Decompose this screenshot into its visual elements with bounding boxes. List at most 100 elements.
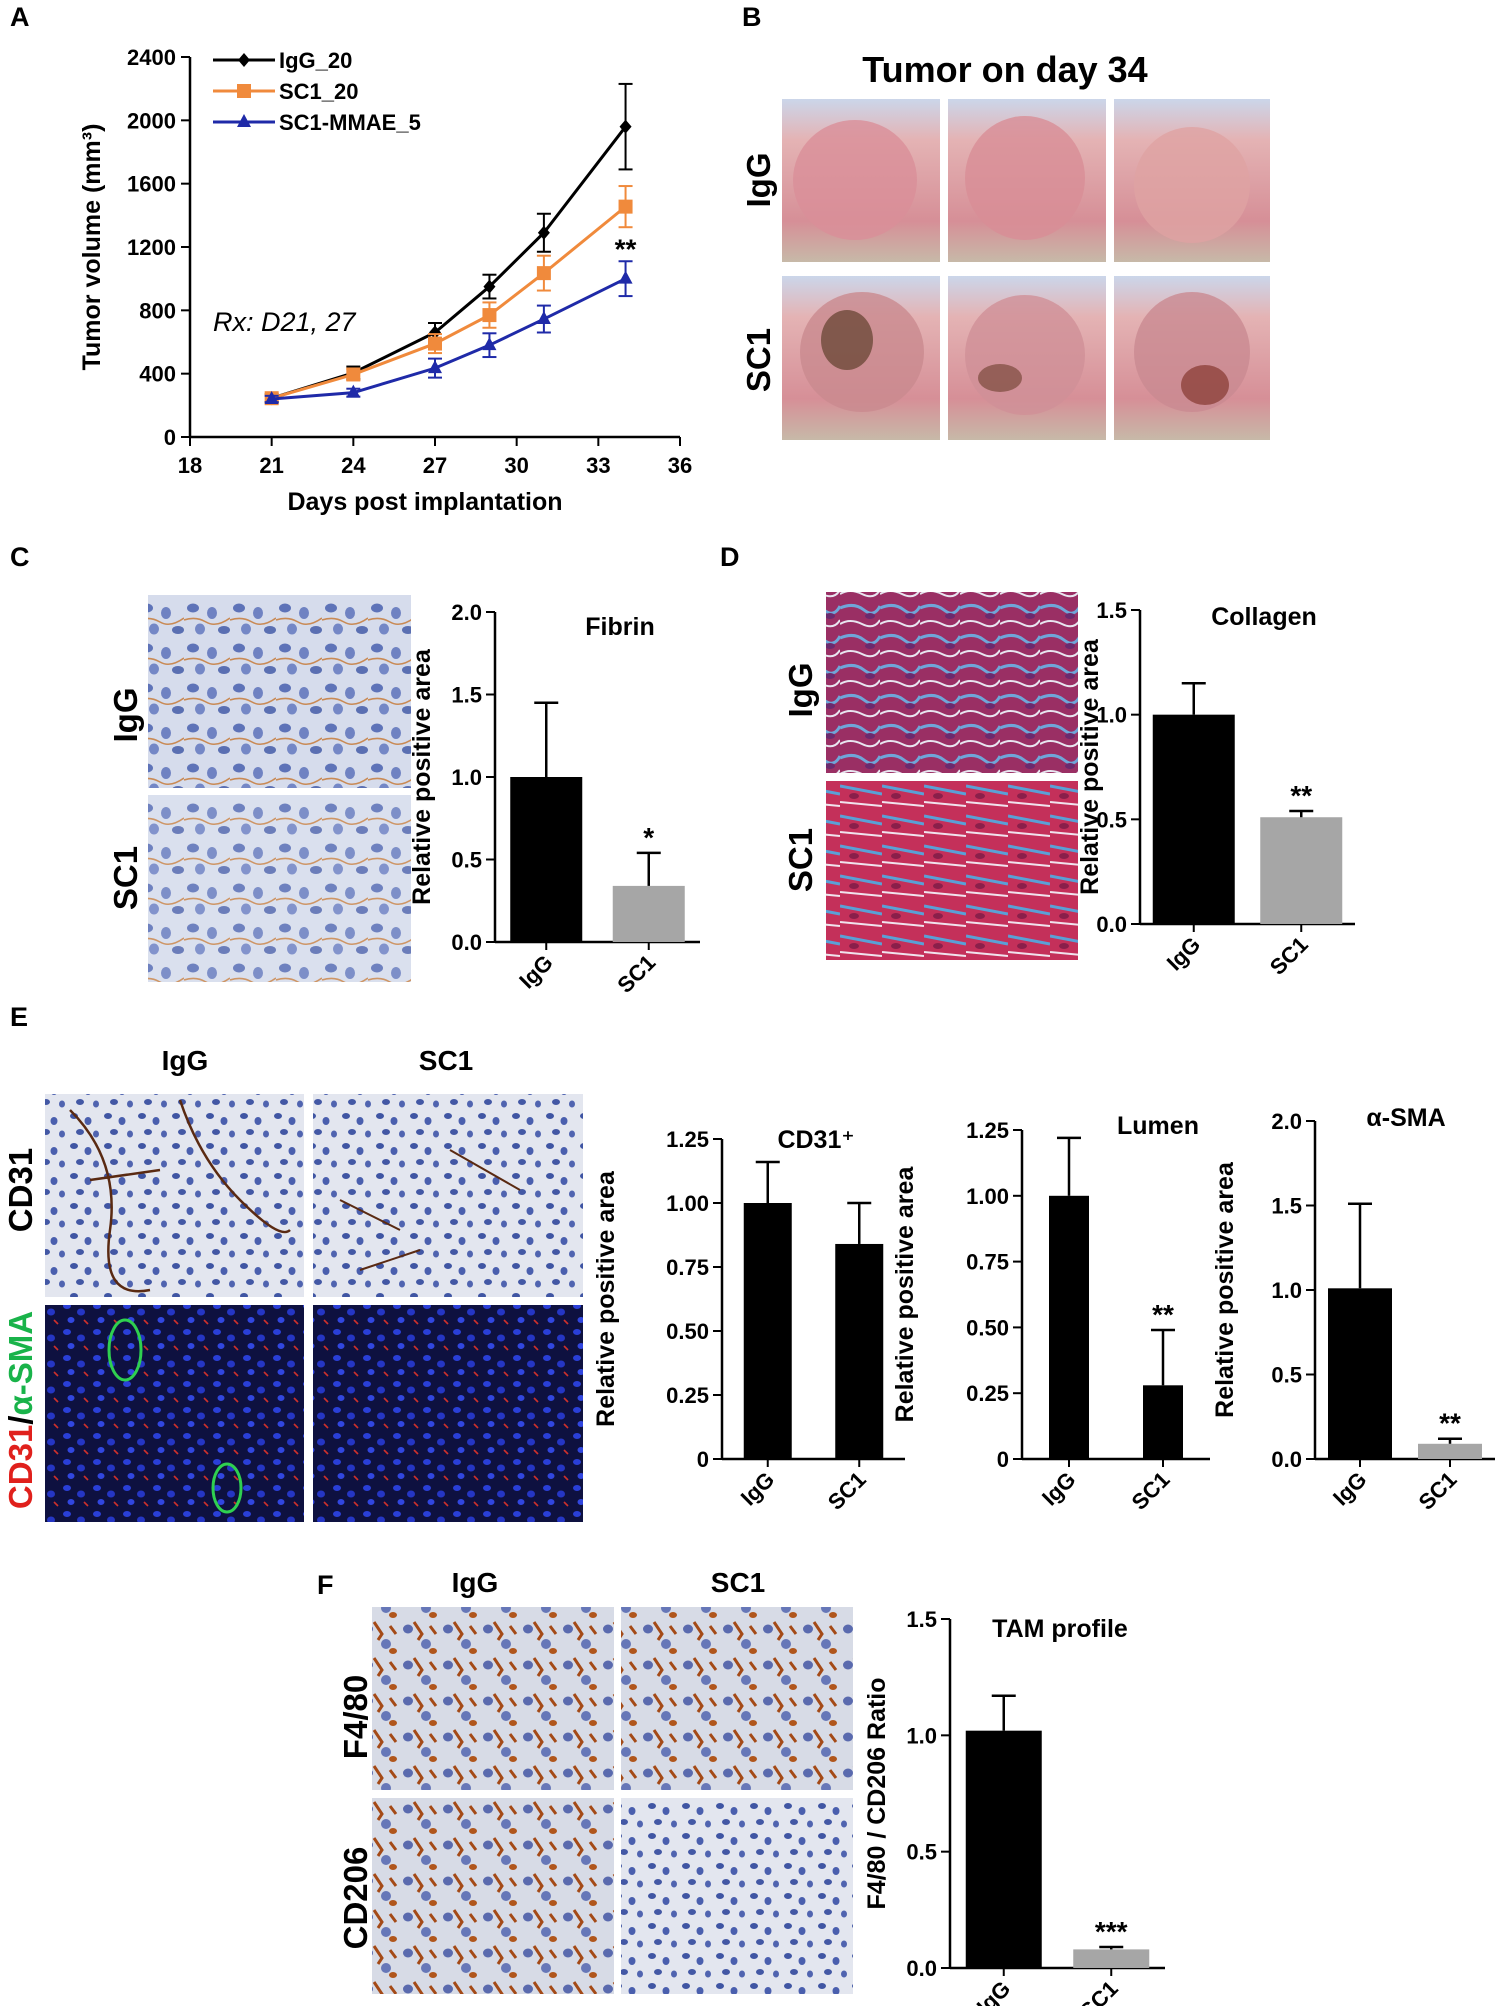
data-point: [264, 391, 279, 404]
panel-d-row-sc1: SC1: [782, 828, 819, 892]
panel-letter-b: B: [742, 2, 762, 32]
panel-e-row-cd31-asma: CD31/α-SMA: [2, 1311, 39, 1509]
y-tick-label: 0.75: [966, 1250, 1009, 1275]
data-point: [482, 308, 497, 323]
y-tick-label: 0.25: [666, 1383, 709, 1408]
panel-letter-c: C: [10, 542, 30, 572]
legend-marker: [237, 84, 251, 98]
significance-marker: **: [615, 234, 637, 265]
x-tick-label: 30: [504, 453, 528, 478]
fibrin-micrograph-igg: [148, 595, 411, 788]
x-tick-label: 24: [341, 453, 366, 478]
treatment-annotation: Rx: D21, 27: [213, 307, 357, 337]
panel-letter-f: F: [317, 1570, 334, 1600]
y-tick-label: 2000: [127, 108, 176, 133]
x-tick-label: IgG: [514, 950, 558, 994]
y-axis-label: Relative positive area: [1076, 638, 1104, 895]
tumor-mass: [793, 120, 917, 240]
significance-marker: *: [643, 822, 654, 853]
fibrin-micrograph-sc1: [148, 795, 411, 982]
x-tick-label: IgG: [1162, 932, 1206, 976]
y-tick-label: 0.0: [1271, 1447, 1302, 1472]
x-tick-label: 33: [586, 453, 610, 478]
y-tick-label: 0.0: [451, 930, 482, 955]
asma-vessel-ring: [211, 1462, 243, 1514]
chart-title: Collagen: [1211, 603, 1317, 631]
chart-title: CD31⁺: [777, 1126, 854, 1154]
y-tick-label: 1200: [127, 235, 176, 260]
x-tick-label: SC1: [1265, 932, 1313, 980]
bar: [612, 885, 685, 942]
y-axis-label: Tumor volume (mm³): [78, 124, 106, 371]
cd31-micrograph-igg: [45, 1094, 304, 1297]
bar: [743, 1203, 792, 1459]
cd206-micrograph-sc1: [621, 1798, 853, 1994]
panel-b-row-sc1: SC1: [740, 328, 777, 392]
x-tick-label: 36: [668, 453, 692, 478]
panel-f-row-f480: F4/80: [337, 1675, 374, 1759]
vessel-traces: [69, 1099, 291, 1293]
legend-marker: [238, 53, 250, 67]
bar: [1152, 714, 1235, 924]
data-point: [536, 266, 551, 281]
y-axis-label: Relative positive area: [408, 648, 436, 905]
bar: [510, 777, 583, 942]
chart-title: TAM profile: [992, 1615, 1128, 1643]
x-tick-label: SC1: [1414, 1467, 1462, 1515]
collagen-micrograph-igg: [826, 592, 1078, 773]
panel-f: F IgG SC1 F4/80 CD206 0.0 0.5 1.0 1.5 TAM pr…: [317, 1567, 1165, 2006]
asma-label-part: α-SMA: [2, 1311, 39, 1416]
f480-micrograph-igg: [372, 1607, 614, 1790]
series-line: [271, 205, 627, 400]
y-axis-label: Relative positive area: [592, 1170, 620, 1427]
x-tick-label: IgG: [1037, 1467, 1081, 1511]
y-axis-label: Relative positive area: [1211, 1161, 1239, 1418]
y-tick-label: 1.25: [666, 1127, 709, 1152]
tumor-photo-grid: [782, 99, 1270, 440]
panel-c-row-sc1: SC1: [107, 846, 144, 910]
data-point: [618, 270, 633, 284]
series-line: [271, 277, 627, 401]
x-tick-label: 21: [259, 453, 283, 478]
significance-marker: ***: [1095, 1916, 1128, 1947]
y-tick-label: 1.5: [906, 1607, 937, 1632]
y-tick-label: 0.50: [966, 1315, 1009, 1340]
bar: [1049, 1195, 1089, 1459]
data-point: [537, 225, 550, 240]
chart-title: α-SMA: [1366, 1104, 1445, 1132]
panel-f-col-igg: IgG: [452, 1567, 499, 1598]
legend-marker: [237, 114, 251, 127]
collagen-micrograph-sc1: [826, 781, 1078, 960]
significance-marker: **: [1152, 1299, 1174, 1330]
ulcer-lesion: [978, 364, 1022, 392]
y-tick-label: 800: [139, 298, 176, 323]
y-tick-label: 0.5: [906, 1840, 937, 1865]
significance-marker: **: [1439, 1408, 1461, 1439]
y-tick-label: 400: [139, 362, 176, 387]
data-point: [619, 119, 632, 134]
panel-letter-d: D: [720, 542, 740, 572]
panel-c: C IgG SC1 0.0 0.5 1.0 1.5 2.0 Fibrin Relative …: [10, 542, 700, 998]
series-1: SC1_20: [213, 79, 633, 406]
bar: [1418, 1443, 1482, 1459]
panel-letter-e: E: [10, 1002, 28, 1032]
y-tick-label: 1.0: [1096, 703, 1127, 728]
tumor-mass: [965, 295, 1085, 415]
asma-bar-chart: 0.0 0.5 1.0 1.5 2.0 α-SMA Relative positive ar…: [1211, 1104, 1495, 1515]
panel-e-row-cd31: CD31: [2, 1148, 39, 1232]
f480-micrograph-sc1: [621, 1607, 853, 1790]
tumor-volume-chart: 0 400 800 1200 1600 2000 2400 18 21 24 27 30 33 36 Day…: [78, 45, 692, 516]
data-point: [483, 279, 496, 294]
data-point: [482, 337, 497, 351]
y-tick-label: 1600: [127, 172, 176, 197]
fluorescence-micrograph-igg: [45, 1305, 304, 1522]
y-tick-label: 0: [697, 1447, 709, 1472]
data-point: [428, 360, 442, 374]
series-0: IgG_20: [213, 48, 633, 406]
y-tick-label: 1.5: [1096, 598, 1127, 623]
x-tick-label: IgG: [1328, 1467, 1372, 1511]
y-tick-label: 2.0: [1271, 1109, 1302, 1134]
y-axis-label: Relative positive area: [891, 1166, 919, 1423]
panel-b-title: Tumor on day 34: [862, 49, 1147, 90]
